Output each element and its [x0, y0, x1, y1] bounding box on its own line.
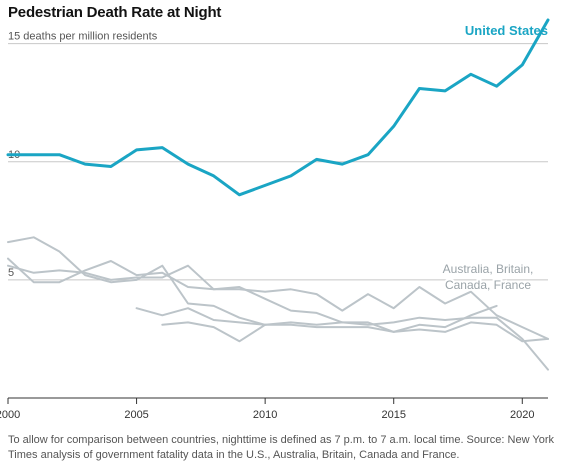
y-tick-label: 15 deaths per million residents — [8, 31, 158, 43]
series-label-united-states: United States — [465, 23, 548, 38]
x-tick-label: 2010 — [253, 409, 277, 421]
y-tick-label: 5 — [8, 267, 14, 279]
x-tick-label: 2015 — [381, 409, 405, 421]
x-tick-label: 2000 — [0, 409, 20, 421]
x-tick-label: 2020 — [510, 409, 534, 421]
series-line-united-states — [6, 18, 550, 197]
series-line-other-3 — [7, 236, 549, 343]
footnote: To allow for comparison between countrie… — [8, 434, 554, 461]
others-label-line-1: Australia, Britain, — [443, 262, 534, 276]
line-chart: 15 deaths per million residents105200020… — [0, 18, 550, 421]
series-line-other-4 — [135, 304, 498, 333]
series-line-other-5 — [161, 321, 267, 343]
x-tick-label: 2005 — [124, 409, 148, 421]
chart-title: Pedestrian Death Rate at Night — [8, 4, 222, 21]
series-line-other-2 — [7, 264, 549, 340]
series-line-other-1 — [7, 257, 549, 371]
others-label-line-2: Canada, France — [445, 278, 531, 292]
